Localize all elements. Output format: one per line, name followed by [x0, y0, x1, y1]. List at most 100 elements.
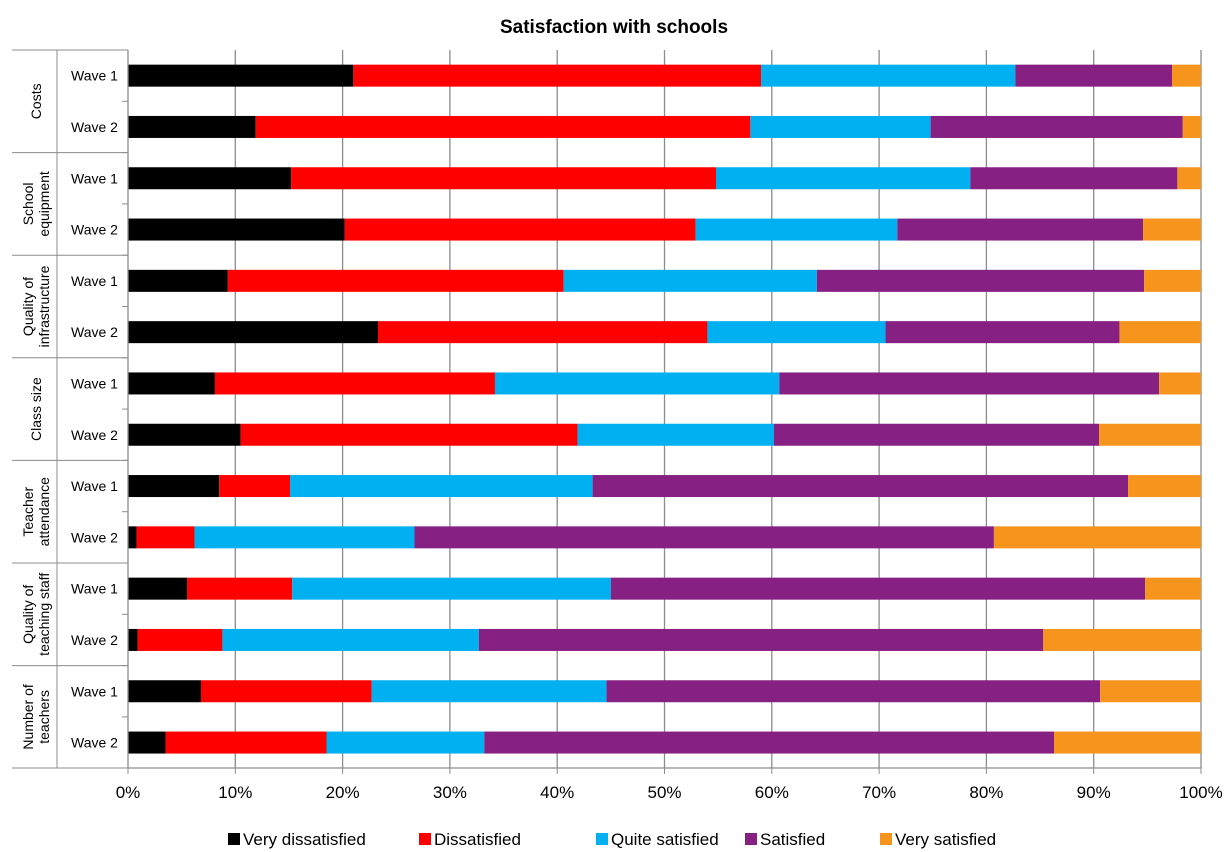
bar-segment: [128, 167, 292, 190]
x-tick-label: 40%: [540, 783, 574, 802]
bar-segment: [1177, 167, 1201, 190]
bar-segment: [194, 526, 415, 549]
bar-segment: [1099, 423, 1201, 446]
group-label-line: infrastructure: [36, 265, 52, 347]
legend-label: Very dissatisfied: [243, 830, 366, 849]
legend-label: Satisfied: [760, 830, 825, 849]
wave-label: Wave 2: [71, 119, 118, 135]
wave-label: Wave 2: [71, 222, 118, 238]
bar-segment: [930, 115, 1183, 138]
bar-segment: [592, 475, 1129, 498]
bar-segment: [353, 64, 762, 87]
bar-segment: [993, 526, 1201, 549]
bar-segment: [128, 526, 137, 549]
group-label-line: teachers: [36, 690, 52, 744]
bar-segment: [1144, 269, 1201, 292]
legend-item: Satisfied: [745, 830, 825, 849]
x-tick-label: 100%: [1179, 783, 1222, 802]
bar-segment: [227, 269, 564, 292]
legend-item: Very dissatisfied: [228, 830, 366, 849]
bar-segment: [136, 526, 195, 549]
legend-item: Dissatisfied: [419, 830, 521, 849]
gridlines: [234, 50, 1202, 768]
bar-segment: [128, 475, 220, 498]
bar-segment: [128, 628, 138, 651]
legend-swatch: [419, 833, 431, 845]
bar-segment: [187, 577, 293, 600]
group-label: Teacherattendance: [20, 477, 52, 546]
bar-segment: [885, 321, 1120, 344]
group-label: Quality ofinfrastructure: [20, 265, 52, 347]
category-labels: Wave 1 Wave 2 Costs Wave 1 Wave 2 Schoolequip…: [20, 68, 118, 751]
legend-swatch: [745, 833, 757, 845]
bar-segment: [1128, 475, 1201, 498]
bar-segment: [137, 628, 223, 651]
bar-segment: [610, 577, 1146, 600]
bar-segment: [1100, 680, 1201, 703]
bar-segment: [897, 218, 1144, 241]
legend-item: Quite satisfied: [596, 830, 719, 849]
wave-label: Wave 1: [71, 273, 118, 289]
bar-segment: [414, 526, 994, 549]
group-label-line: Class size: [28, 377, 44, 441]
x-tick-label: 0%: [116, 783, 141, 802]
legend-swatch: [228, 833, 240, 845]
bar-segment: [1172, 64, 1201, 87]
bar-segment: [779, 372, 1160, 395]
group-label: Schoolequipment: [20, 171, 52, 236]
axes: 0% 10% 20% 30% 40% 50% 60% 70% 80% 90% 100%: [12, 49, 1223, 802]
wave-label: Wave 2: [71, 632, 118, 648]
legend-item: Very satisfied: [880, 830, 996, 849]
chart-title: Satisfaction with schools: [500, 17, 728, 38]
group-label: Costs: [28, 83, 44, 119]
group-label-line: Teacher: [20, 486, 36, 536]
x-tick-label: 90%: [1077, 783, 1111, 802]
group-label-line: teaching staff: [36, 573, 52, 656]
bar-segment: [128, 218, 345, 241]
legend-label: Very satisfied: [895, 830, 996, 849]
wave-label: Wave 1: [71, 683, 118, 699]
bar-segment: [371, 680, 607, 703]
group-label-line: Quality of: [20, 277, 36, 336]
bar-segment: [240, 423, 578, 446]
bar-segment: [128, 321, 379, 344]
group-label: Quality ofteaching staff: [20, 573, 52, 656]
legend-label: Dissatisfied: [434, 830, 521, 849]
bar-segment: [128, 680, 201, 703]
x-tick-label: 20%: [326, 783, 360, 802]
legend-label: Quite satisfied: [611, 830, 719, 849]
group-label-line: Costs: [28, 83, 44, 119]
bar-segment: [326, 731, 485, 754]
group-label-line: Quality of: [20, 585, 36, 644]
x-tick-label: 50%: [647, 783, 681, 802]
bar-segment: [1043, 628, 1201, 651]
bar-segment: [219, 475, 291, 498]
bar-segment: [1015, 64, 1173, 87]
bar-segment: [165, 731, 327, 754]
bar-segment: [291, 167, 717, 190]
bar-segment: [290, 475, 593, 498]
bar-segment: [222, 628, 479, 651]
legend-swatch: [880, 833, 892, 845]
bars: [128, 64, 1201, 754]
bar-segment: [128, 64, 354, 87]
x-tick-label: 80%: [969, 783, 1003, 802]
bar-segment: [344, 218, 696, 241]
bar-segment: [255, 115, 751, 138]
bar-segment: [577, 423, 774, 446]
bar-segment: [1145, 577, 1201, 600]
bar-segment: [128, 372, 215, 395]
wave-label: Wave 1: [71, 170, 118, 186]
bar-segment: [1159, 372, 1201, 395]
bar-segment: [214, 372, 495, 395]
legend-swatch: [596, 833, 608, 845]
bar-segment: [292, 577, 611, 600]
wave-label: Wave 2: [71, 427, 118, 443]
bar-segment: [128, 423, 241, 446]
group-label-line: equipment: [36, 171, 52, 236]
wave-label: Wave 2: [71, 735, 118, 751]
bar-segment: [707, 321, 886, 344]
wave-label: Wave 1: [71, 68, 118, 84]
